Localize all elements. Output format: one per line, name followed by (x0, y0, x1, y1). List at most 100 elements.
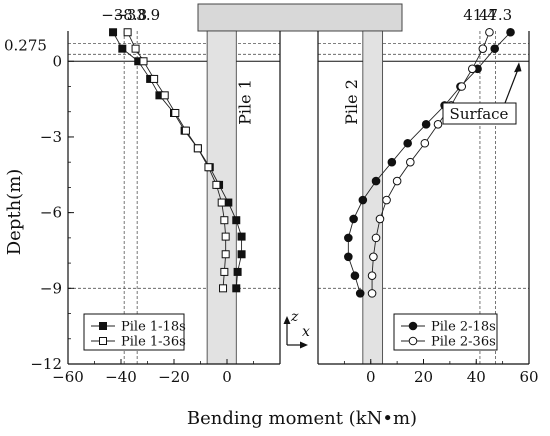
max-moment-label: −38.8 (101, 6, 147, 24)
data-point (219, 284, 228, 293)
data-point (355, 289, 365, 298)
max-moment-label: 41.4 (463, 6, 496, 24)
data-point (369, 252, 378, 262)
data-point (221, 250, 230, 259)
data-point (224, 198, 233, 207)
x-tick-label: 20 (414, 368, 433, 386)
max-moment-label: −33.9 (114, 6, 160, 24)
series-pile-2-36s (367, 27, 494, 298)
x-tick-label: −40 (105, 368, 137, 386)
data-point (490, 44, 500, 53)
data-point (237, 232, 246, 241)
y-tick-label: −6 (40, 204, 62, 222)
data-point (403, 138, 412, 148)
data-point (371, 176, 381, 186)
pile-cap (197, 3, 403, 32)
surface-annotation: Surface (442, 62, 522, 125)
data-point (433, 120, 443, 129)
x-tick-label: −60 (52, 368, 84, 386)
series-line (112, 32, 243, 289)
data-point (420, 138, 430, 148)
data-point (237, 250, 246, 259)
y-tick-label: −9 (40, 279, 62, 297)
svg-text:x: x (302, 324, 310, 340)
data-point (467, 64, 477, 74)
data-point (392, 176, 402, 186)
data-point (171, 108, 180, 117)
x-tick-label: 40 (467, 368, 486, 386)
legend-box (83, 313, 185, 351)
data-point (123, 28, 132, 37)
data-point (181, 126, 190, 135)
y-tick-label: −3 (40, 128, 62, 146)
data-point (233, 267, 242, 276)
data-point (406, 157, 415, 167)
data-point (350, 271, 360, 281)
data-point (217, 198, 226, 207)
data-point (382, 195, 391, 205)
coordinate-symbol: z x (283, 309, 310, 349)
x-tick-label: 0 (366, 368, 376, 386)
data-point (349, 214, 358, 224)
data-point (204, 163, 213, 172)
data-point (232, 284, 241, 293)
data-point (485, 27, 494, 37)
y-tick-label: −12 (30, 355, 62, 373)
data-point (457, 82, 467, 91)
surface-box (442, 102, 517, 125)
data-point (212, 180, 221, 189)
data-point (160, 91, 169, 100)
y-axis-label: Depth(m) (4, 169, 25, 256)
data-point (232, 216, 241, 225)
data-point (371, 233, 381, 243)
data-point (408, 321, 418, 331)
data-point (408, 336, 418, 346)
surface-arrow-line (504, 69, 519, 104)
data-point (131, 44, 140, 53)
data-point (358, 195, 368, 205)
data-point (220, 216, 229, 225)
legend-label: Pile 1-36s (121, 335, 186, 350)
x-tick-label: 60 (519, 368, 538, 386)
data-point (344, 233, 353, 243)
data-point (150, 74, 159, 83)
legend-label: Pile 1-18s (121, 320, 186, 335)
data-point (139, 57, 148, 66)
data-point (367, 271, 377, 281)
data-point (221, 232, 230, 241)
y-tick-label: 0 (52, 52, 62, 70)
series-pile-1-36s (123, 28, 230, 293)
data-point (478, 44, 488, 53)
data-point (421, 120, 431, 129)
data-point (367, 289, 377, 298)
data-point (344, 252, 353, 262)
surface-arrow-head (514, 62, 522, 73)
data-point (375, 214, 385, 224)
svg-text:z: z (290, 309, 299, 325)
data-point (109, 28, 118, 37)
data-point (506, 27, 515, 37)
x-axis-label: Bending moment (kN•m) (187, 408, 417, 429)
pile-band (206, 30, 237, 365)
legend-label: Pile 2-36s (431, 335, 496, 350)
legend-label: Pile 2-18s (431, 320, 496, 335)
data-point (193, 144, 202, 153)
pile-label: Pile 1 (235, 79, 254, 125)
data-point (220, 267, 229, 276)
data-point (99, 337, 107, 345)
surface-label: Surface (450, 105, 509, 123)
max-moment-label: 47.3 (479, 6, 512, 24)
y-tick-label-extra: 0.275 (4, 36, 47, 54)
pile-label: Pile 2 (342, 79, 361, 125)
data-point (387, 157, 397, 167)
series-line (127, 32, 227, 289)
x-tick-label: 0 (222, 368, 232, 386)
data-point (118, 44, 127, 53)
x-tick-label: −20 (158, 368, 190, 386)
data-point (99, 322, 107, 330)
